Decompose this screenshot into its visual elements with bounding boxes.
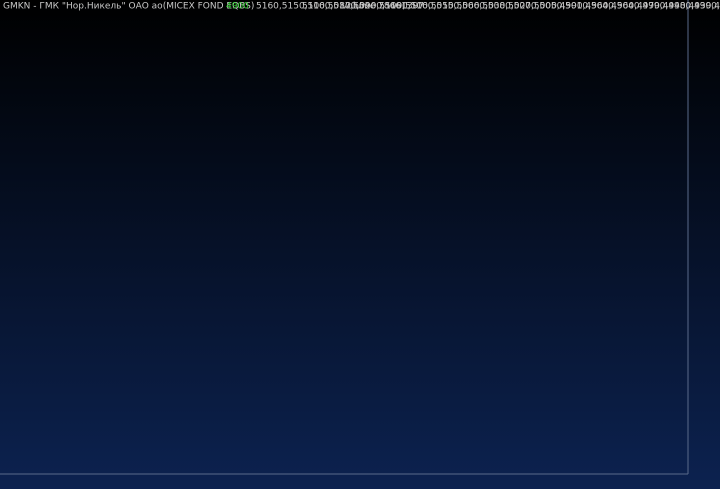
chart-title: GMKN - ГМК "Нор.Никель" ОАО ао(MICEX FON…	[3, 2, 254, 12]
high-label: 5160,5150,5160,5170,5200,5190,5160,5150,…	[256, 2, 720, 12]
last-price: 4900	[226, 2, 249, 12]
low-label: 5100,5080,5090,5100,5100,5050,5060,5030,…	[302, 2, 720, 12]
volume-label: volume 78661397	[342, 2, 424, 12]
